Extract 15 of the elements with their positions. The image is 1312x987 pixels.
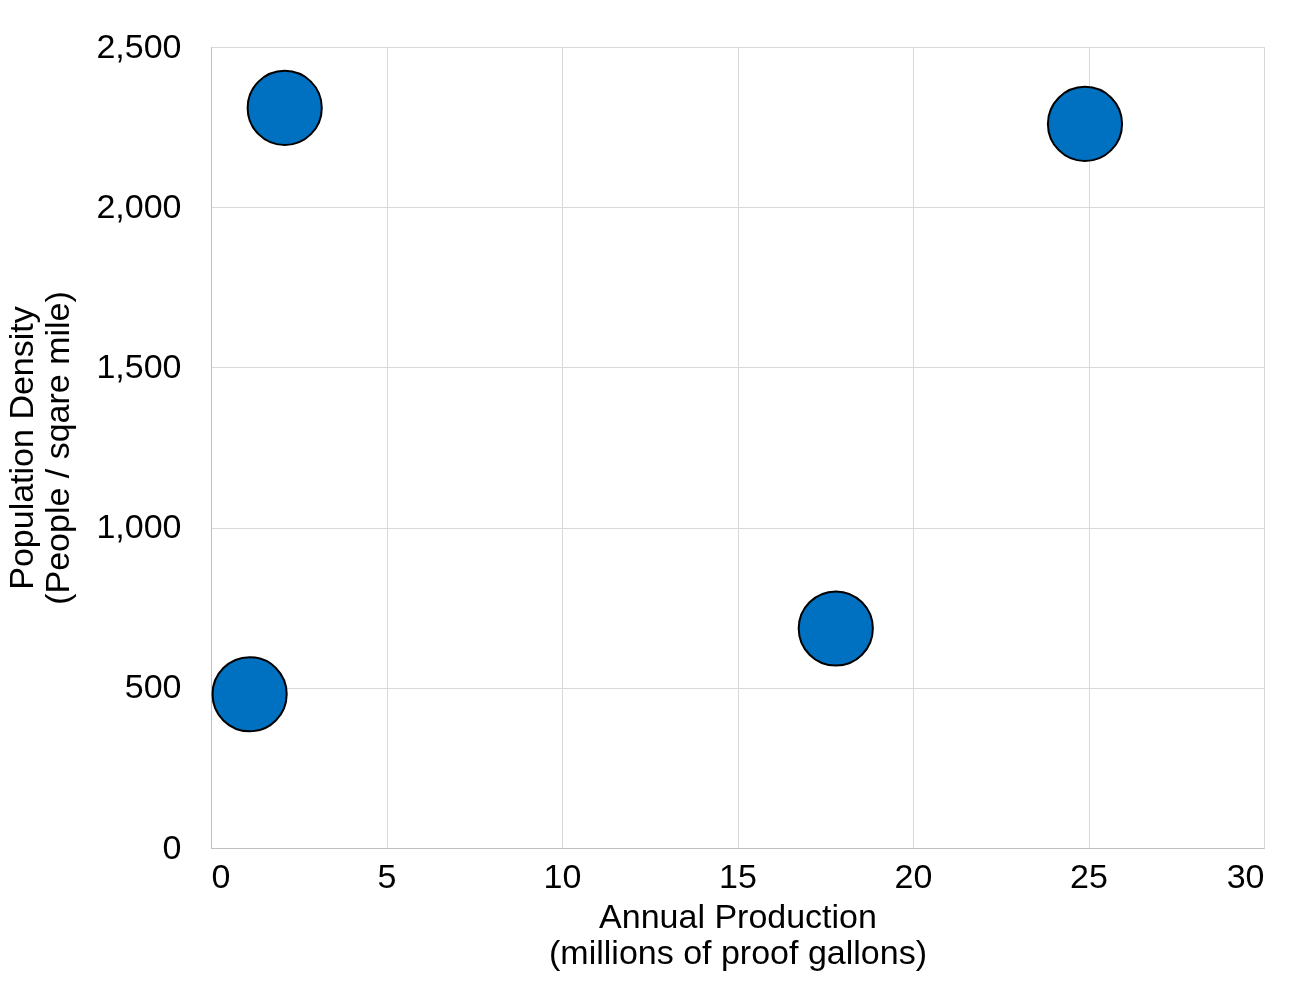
x-tick-label: 10 xyxy=(543,856,582,895)
x-axis-title: Annual Production (millions of proof gallons) xyxy=(549,896,927,971)
y-axis-title: Population Density (People / sqare mile) xyxy=(2,291,77,605)
y-tick-label: 0 xyxy=(162,827,182,866)
x-tick-label: 15 xyxy=(719,856,757,895)
x-tick-label: 5 xyxy=(377,856,397,895)
y-tick-label: 2,000 xyxy=(96,186,182,225)
x-tick-label: 20 xyxy=(894,856,933,895)
x-tick-label: 25 xyxy=(1070,856,1108,895)
y-tick-label: 1,500 xyxy=(96,346,182,385)
y-tick-label: 2,500 xyxy=(96,26,182,65)
y-tick-label: 500 xyxy=(124,667,182,706)
y-tick-label: 1,000 xyxy=(96,507,182,546)
x-tick-label: 30 xyxy=(1226,856,1265,895)
x-tick-label: 0 xyxy=(211,856,231,895)
